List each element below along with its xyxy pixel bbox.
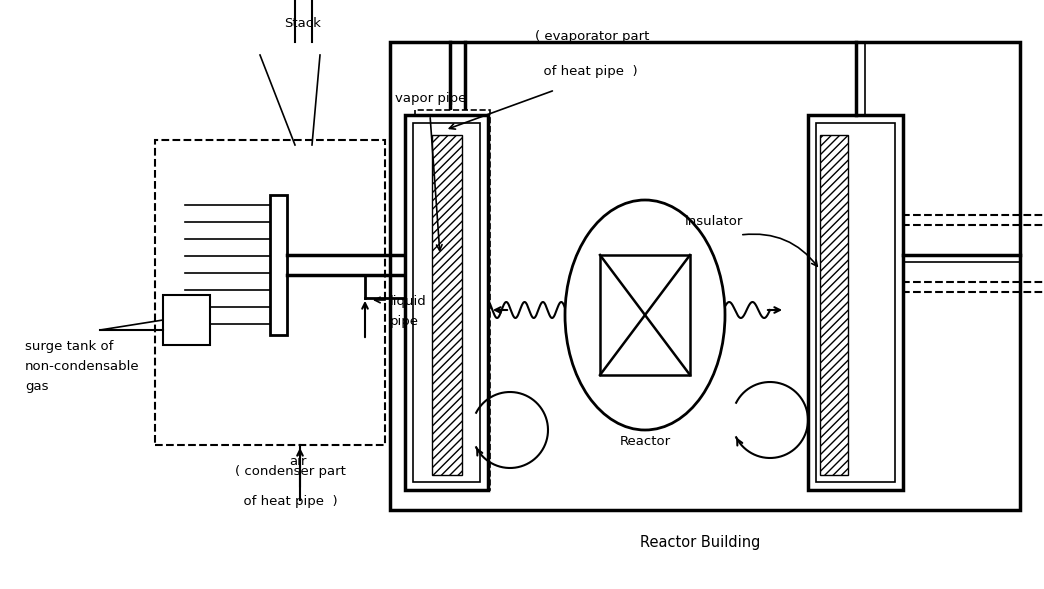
Bar	[600, 255, 690, 375]
Text: liquid: liquid	[390, 295, 427, 308]
Text: Stack: Stack	[285, 17, 322, 30]
Text: pipe: pipe	[390, 315, 419, 328]
Text: of heat pipe  ): of heat pipe )	[235, 495, 337, 508]
Text: insulator: insulator	[685, 215, 743, 228]
Bar	[405, 115, 488, 490]
Bar	[413, 123, 480, 482]
Text: air: air	[289, 455, 307, 468]
Bar	[416, 110, 490, 490]
Bar	[820, 135, 848, 475]
Bar	[808, 115, 903, 490]
Text: vapor pipe: vapor pipe	[395, 92, 467, 105]
Text: ( condenser part: ( condenser part	[235, 465, 346, 478]
Text: ( evaporator part: ( evaporator part	[535, 30, 649, 43]
Text: of heat pipe  ): of heat pipe )	[535, 65, 638, 78]
Text: gas: gas	[25, 380, 48, 393]
Bar	[155, 140, 385, 445]
Text: surge tank of: surge tank of	[25, 340, 114, 353]
Bar	[390, 42, 1020, 510]
Text: Reactor: Reactor	[619, 435, 670, 448]
Text: Reactor Building: Reactor Building	[640, 535, 760, 550]
Text: non-condensable: non-condensable	[25, 360, 140, 373]
Bar	[432, 135, 462, 475]
Ellipse shape	[565, 200, 725, 430]
Bar	[163, 295, 210, 345]
Bar	[816, 123, 895, 482]
Bar	[270, 195, 287, 335]
